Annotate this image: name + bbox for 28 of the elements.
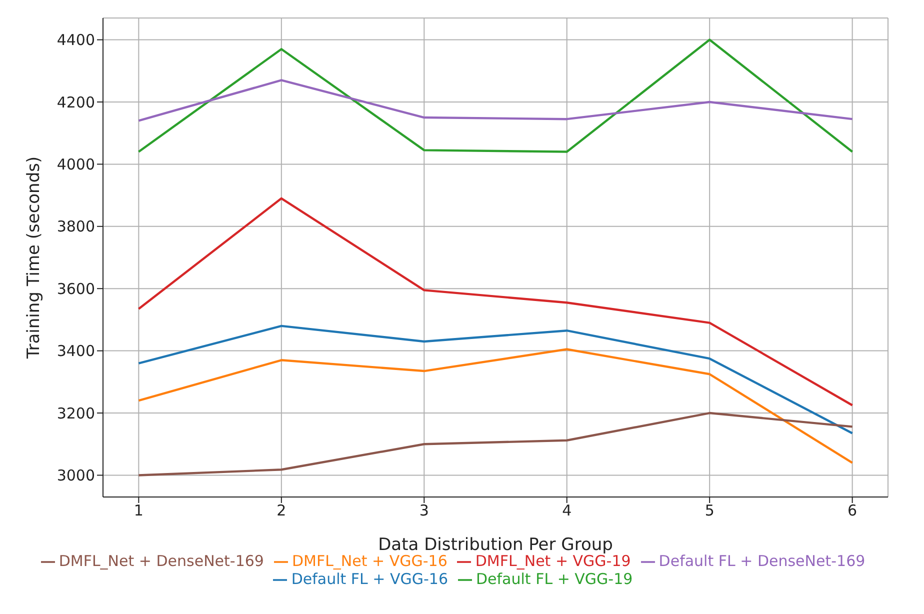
x-tick-label: 4	[562, 502, 572, 520]
legend-label: DMFL_Net + VGG-19	[475, 552, 631, 570]
y-tick-label: 4200	[56, 93, 95, 112]
legend-label: DMFL_Net + VGG-16	[292, 552, 448, 570]
legend-label: Default FL + DenseNet-169	[658, 552, 866, 570]
x-tick-label: 1	[134, 502, 144, 520]
x-tick-label: 6	[848, 502, 858, 520]
x-tick-label: 5	[704, 502, 714, 520]
y-tick-label: 3200	[56, 404, 95, 422]
y-tick-label: 4400	[56, 31, 95, 50]
y-tick-label: 3800	[56, 218, 95, 236]
legend-label: DMFL_Net + DenseNet-169	[58, 552, 264, 570]
x-tick-label: 3	[419, 502, 429, 520]
y-tick-label: 3600	[56, 280, 95, 298]
line-series	[138, 412, 854, 476]
y-tick-label: 3000	[56, 466, 95, 485]
legend-label: Default FL + VGG-16	[291, 570, 448, 588]
legend-label: Default FL + VGG-19	[476, 570, 633, 588]
line-series	[138, 348, 854, 464]
y-tick-label: 3400	[56, 342, 95, 360]
x-axis-title: Data Distribution Per Group	[378, 535, 613, 555]
y-tick-label: 4000	[56, 156, 95, 174]
line-series	[138, 79, 854, 122]
x-tick-label: 2	[276, 502, 286, 520]
y-axis-title: Training Time (seconds)	[24, 156, 44, 360]
line-series	[138, 324, 854, 434]
line-series	[138, 197, 854, 406]
line-series	[138, 38, 854, 153]
